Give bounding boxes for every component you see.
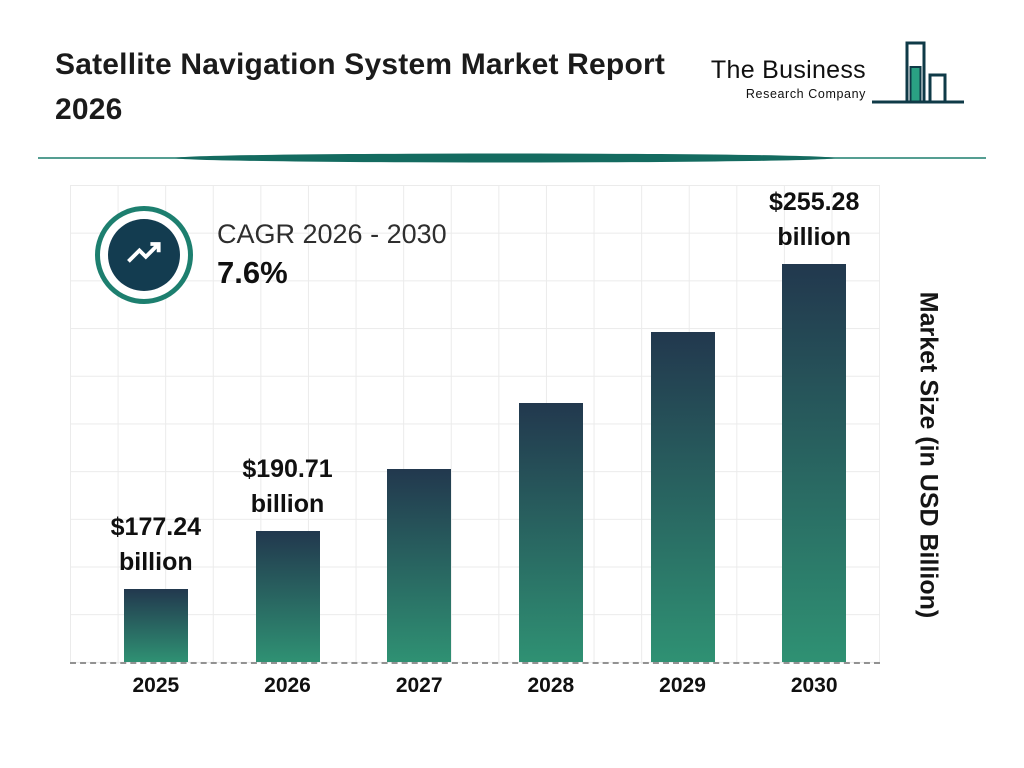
bar-2030 <box>782 264 847 662</box>
plot-area: $177.24 billion $190.71 billion $255.28 billi… <box>70 185 880 664</box>
cagr-value: 7.6% <box>217 255 288 290</box>
page-title: Satellite Navigation System Market Repor… <box>55 48 666 126</box>
cagr-text: CAGR 2026 - 2030 7.6% <box>217 219 447 291</box>
trend-up-icon <box>108 219 180 291</box>
x-tick-2029: 2029 <box>659 674 706 697</box>
cagr-label: CAGR 2026 - 2030 <box>217 219 447 249</box>
bar-2025 <box>123 589 188 662</box>
bar-value-label-2030: $255.28 billion <box>769 188 860 251</box>
bar-column-2030: $255.28 billion <box>748 185 880 662</box>
x-tick-2027: 2027 <box>395 674 443 697</box>
bar-2026 <box>255 531 320 662</box>
x-tick-2026: 2026 <box>264 674 311 697</box>
logo-bars-icon <box>872 41 964 104</box>
x-tick-2028: 2028 <box>527 674 575 697</box>
cagr-badge: CAGR 2026 - 2030 7.6% <box>95 206 447 304</box>
logo-text: The Business Research Company <box>711 40 866 101</box>
bar-2027 <box>387 469 452 662</box>
company-logo: The Business Research Company <box>711 40 966 112</box>
bars-row: $177.24 billion $190.71 billion $255.28 billi… <box>70 185 880 662</box>
bar-column-2026: $190.71 billion <box>222 185 354 662</box>
x-axis: 2025 2026 2027 2028 2029 2030 <box>70 674 880 698</box>
x-tick-2025: 2025 <box>132 674 180 697</box>
cagr-ring <box>95 206 193 304</box>
bar-column-2025: $177.24 billion <box>90 185 222 662</box>
bar-2028 <box>518 403 583 662</box>
bar-value-label-2026: $190.71 billion <box>242 455 333 518</box>
bar-column-2027 <box>353 185 485 662</box>
logo-name: The Business <box>710 56 866 84</box>
x-tick-2030: 2030 <box>790 674 838 697</box>
y-axis-title: Market Size (in USD Billion) <box>914 291 943 619</box>
bar-2029 <box>650 332 715 662</box>
bar-column-2029 <box>617 185 749 662</box>
bar-column-2028 <box>485 185 617 662</box>
logo-subtitle: Research Company <box>745 87 866 101</box>
bar-value-label-2025: $177.24 billion <box>110 513 202 576</box>
divider-line <box>38 153 986 163</box>
